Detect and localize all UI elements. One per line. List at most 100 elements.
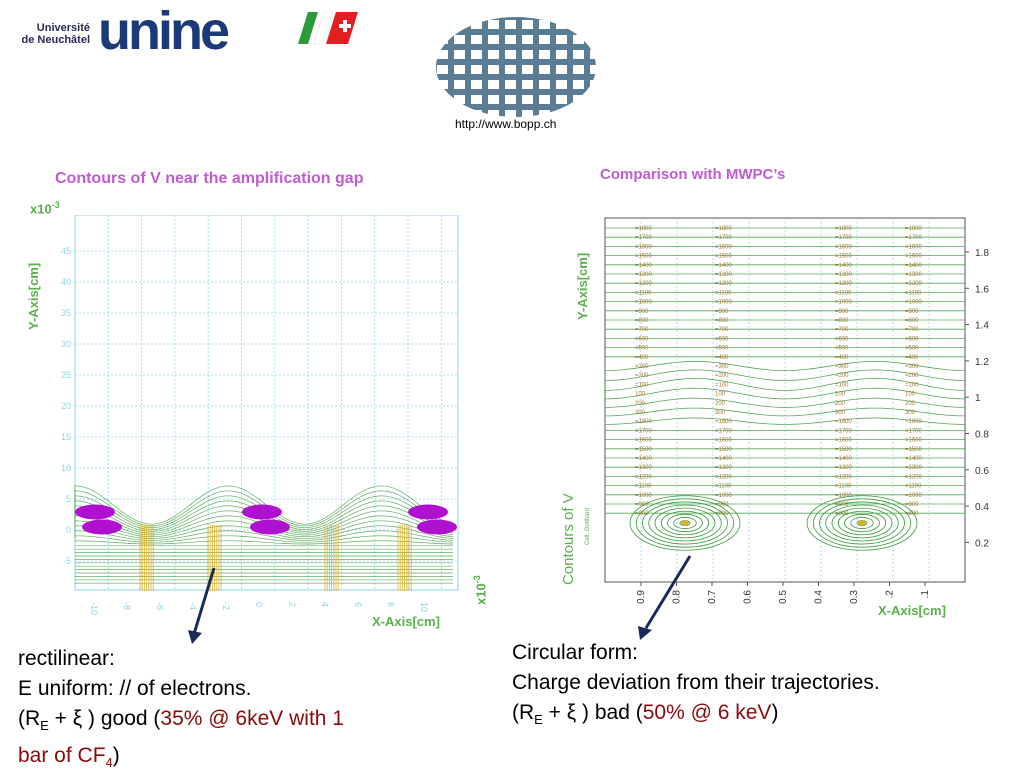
contour-label: =1600 <box>715 244 733 250</box>
wire-section <box>408 504 448 520</box>
left-x-axis-label: X-Axis[cm] <box>372 614 440 629</box>
left-exponent-label: x10-3 <box>30 200 60 217</box>
contour-label: =400 <box>715 355 729 361</box>
contour-label: =1600 <box>635 438 653 444</box>
contour-label: =800 <box>835 511 849 517</box>
right-x-tick: 0.3 <box>849 590 860 604</box>
left-y-tick: 5 <box>66 494 71 504</box>
left-x-tick: -6 <box>155 602 165 610</box>
contour-label: =1800 <box>715 226 733 232</box>
right-x-tick: 0.6 <box>743 590 754 604</box>
right-x-tick: 0.8 <box>672 590 683 604</box>
contour-label: =1000 <box>715 493 733 499</box>
contour-label: =1000 <box>715 300 733 306</box>
contour-label: 200 <box>835 401 846 407</box>
left-x-tick: -4 <box>188 602 198 610</box>
left-y-tick: 35 <box>61 308 71 318</box>
wire-center <box>681 520 689 526</box>
contour-label: =600 <box>635 336 649 342</box>
contour-label: =1100 <box>715 290 732 296</box>
contour-label: =400 <box>635 355 649 361</box>
contour-label: =1000 <box>835 493 853 499</box>
university-line-1: Université <box>36 22 90 34</box>
right-description: Circular form: Charge deviation from the… <box>512 638 1012 735</box>
contour-label: 200 <box>635 401 646 407</box>
right-y-tick: 0.4 <box>975 502 989 513</box>
flag-logo-icon <box>298 11 358 45</box>
right-y-tick: 0.8 <box>975 430 989 441</box>
contour-label: =1800 <box>835 226 853 232</box>
contour-label: =1600 <box>715 438 733 444</box>
contour-label: =1600 <box>905 244 923 250</box>
contour-label: =1600 <box>835 438 853 444</box>
contour-label: =1600 <box>635 244 653 250</box>
right-y-tick: 1.8 <box>975 248 989 259</box>
contour-label: =1100 <box>835 484 852 490</box>
mesh-source-link[interactable]: http://www.bopp.ch <box>455 117 557 131</box>
left-x-tick: 6 <box>353 602 363 607</box>
contour-label: 100 <box>905 392 916 398</box>
contour-label: =900 <box>905 502 919 508</box>
contour-label: =500 <box>905 346 919 352</box>
right-y-tick: 1 <box>975 393 981 404</box>
left-y-tick: 20 <box>61 401 71 411</box>
right-desc-line-1: Circular form: <box>512 641 639 664</box>
right-x-tick: .1 <box>920 590 931 599</box>
contour-label: =1500 <box>635 447 653 453</box>
wire-section <box>417 519 457 535</box>
left-x-tick: 4 <box>320 602 330 607</box>
contour-label: =1700 <box>635 235 653 241</box>
contour-label: =1200 <box>715 281 733 287</box>
left-contour-plot: 45 40 35 30 25 20 15 10 5 0 -5 -10 -8 -6 -4 -2 0 2 4 6 8 10 <box>61 215 459 615</box>
left-desc-line-3: (RE + ξ ) good (35% @ 6keV with 1 <box>18 707 344 734</box>
contour-label: =200 <box>635 373 649 379</box>
contour-label: =100 <box>715 382 729 388</box>
contour-label: =1300 <box>635 465 653 471</box>
contour-label: =1400 <box>905 456 923 462</box>
contour-label: 100 <box>835 392 846 398</box>
contour-label: =1100 <box>905 484 922 490</box>
contour-label: 300 <box>835 410 846 416</box>
right-desc-line-3: (RE + ξ ) bad (50% @ 6 keV) <box>512 701 779 728</box>
contour-label: =800 <box>905 511 919 517</box>
contour-label: =1100 <box>635 484 652 490</box>
left-y-tick: 15 <box>61 432 71 442</box>
contour-label: =1000 <box>905 493 923 499</box>
left-x-tick: 8 <box>386 602 396 607</box>
contour-label: 200 <box>905 401 916 407</box>
contour-label: =1200 <box>905 474 923 480</box>
contour-label: =1800 <box>635 226 653 232</box>
contour-label: =300 <box>635 364 649 370</box>
contour-label: =900 <box>715 502 729 508</box>
right-y-tick: 1.6 <box>975 284 989 295</box>
contour-label: =800 <box>715 511 729 517</box>
contour-label: =1800 <box>715 419 733 425</box>
contour-label: =1100 <box>635 290 652 296</box>
left-y-tick: 45 <box>61 246 71 256</box>
contour-label: =1000 <box>905 300 923 306</box>
contour-label: =1800 <box>905 226 923 232</box>
left-y-tick: 40 <box>61 277 71 287</box>
contour-label: =1300 <box>835 272 853 278</box>
contour-label: =300 <box>715 364 729 370</box>
contour-label: =1500 <box>635 254 653 260</box>
right-contour-plot: =1800 =1800 =1800 =1800 =1700 =1700 =1700 =1700… <box>604 217 989 604</box>
contour-label: =100 <box>835 382 849 388</box>
contour-label: =1200 <box>635 474 653 480</box>
wire-section <box>242 504 282 520</box>
left-desc-line-2: E uniform: // of electrons. <box>18 677 252 700</box>
contour-label: =1200 <box>905 281 923 287</box>
contour-label: =600 <box>835 336 849 342</box>
contour-label: =700 <box>635 327 649 333</box>
contour-label: =1500 <box>835 254 853 260</box>
contour-label: 300 <box>715 410 726 416</box>
contour-label: =900 <box>905 309 919 315</box>
contour-label: 100 <box>635 392 646 398</box>
contour-label: =400 <box>835 355 849 361</box>
contour-label: =1700 <box>905 428 923 434</box>
contour-label: =400 <box>905 355 919 361</box>
right-x-tick: 0.5 <box>778 590 789 604</box>
contour-label: =1500 <box>835 447 853 453</box>
contour-label: =900 <box>835 309 849 315</box>
contour-label: =1700 <box>905 235 923 241</box>
